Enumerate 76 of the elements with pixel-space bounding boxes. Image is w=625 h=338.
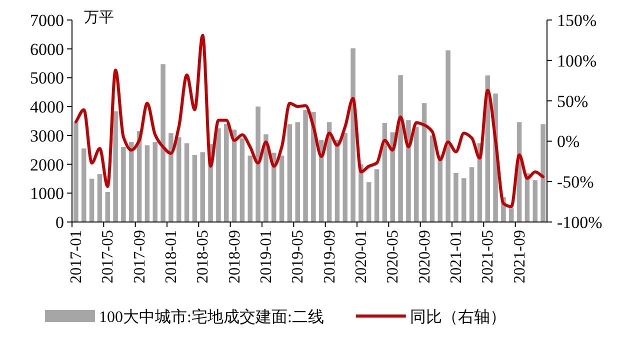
y2-tick-label: -100%: [557, 213, 602, 232]
x-tick-label: 2021-01: [448, 230, 465, 284]
bar: [446, 50, 450, 222]
bar: [366, 182, 372, 222]
bar: [295, 122, 300, 222]
bar: [264, 134, 268, 222]
bar: [192, 155, 198, 222]
bar: [303, 110, 308, 222]
x-tick-label: 2018-01: [162, 230, 180, 284]
bar: [406, 120, 411, 222]
bar: [430, 135, 435, 222]
y-tick-label: 3000: [30, 126, 64, 146]
y-axis-title: 万平: [84, 10, 114, 26]
bar: [184, 143, 190, 222]
y-tick-label: 2000: [30, 155, 64, 174]
bar: [176, 137, 182, 222]
bar: [279, 156, 284, 222]
y2-tick-label: 0%: [557, 132, 580, 152]
bar: [350, 48, 356, 222]
bar: [540, 124, 546, 222]
x-tick-label: 2020-01: [352, 230, 370, 284]
legend-label: 同比（右轴）: [410, 308, 506, 326]
y2-tick-label: 150%: [557, 11, 597, 30]
bar: [74, 122, 78, 222]
bar: [89, 178, 94, 222]
x-tick-label: 2021-09: [511, 230, 528, 284]
y-tick-label: 4000: [30, 98, 64, 117]
bar: [532, 180, 538, 222]
x-tick-label: 2017-05: [100, 230, 117, 284]
y-tick-label: 7000: [30, 11, 64, 30]
bar: [374, 169, 380, 222]
x-tick-label: 2019-01: [258, 230, 275, 284]
bar: [342, 133, 348, 222]
y-tick-label: 1000: [30, 184, 64, 204]
bar: [256, 106, 260, 222]
bar: [113, 111, 118, 222]
y-tick-label: 5000: [30, 68, 64, 88]
bar: [454, 172, 458, 222]
bar: [462, 178, 466, 222]
bar: [272, 152, 276, 222]
bar: [224, 124, 229, 222]
y-tick-label: 6000: [30, 40, 64, 59]
x-tick-label: 2018-09: [226, 230, 244, 284]
y2-tick-label: 50%: [557, 92, 588, 111]
bar: [398, 75, 403, 222]
bar: [509, 208, 514, 222]
bar: [152, 142, 158, 222]
bar: [469, 167, 474, 222]
bar: [105, 192, 110, 222]
bar: [121, 146, 126, 222]
x-tick-label: 2017-01: [68, 230, 85, 284]
bar: [160, 64, 166, 222]
bar: [129, 142, 134, 222]
bar: [216, 128, 221, 222]
legend-label: 100大中城市:宅地成交建面:二线: [99, 308, 324, 326]
x-tick-label: 2021-05: [480, 230, 497, 284]
x-tick-label: 2020-05: [384, 230, 402, 284]
bar: [287, 124, 292, 222]
bar: [200, 152, 205, 222]
bar: [144, 145, 150, 222]
bar: [414, 127, 419, 222]
line-series: [74, 34, 545, 208]
bar: [240, 138, 245, 222]
bar: [422, 103, 427, 222]
x-tick-label: 2019-09: [321, 230, 338, 284]
bar: [168, 133, 174, 222]
bar: [248, 156, 252, 222]
y2-tick-label: 100%: [557, 51, 597, 70]
bar: [82, 148, 86, 222]
x-tick-label: 2020-09: [416, 230, 434, 284]
y-tick-label: 0: [56, 213, 64, 232]
x-tick-label: 2019-05: [290, 230, 307, 284]
x-tick-label: 2018-05: [194, 230, 212, 284]
x-tick-label: 2017-09: [131, 230, 148, 284]
y2-tick-label: -50%: [557, 172, 594, 192]
bar: [97, 174, 102, 222]
